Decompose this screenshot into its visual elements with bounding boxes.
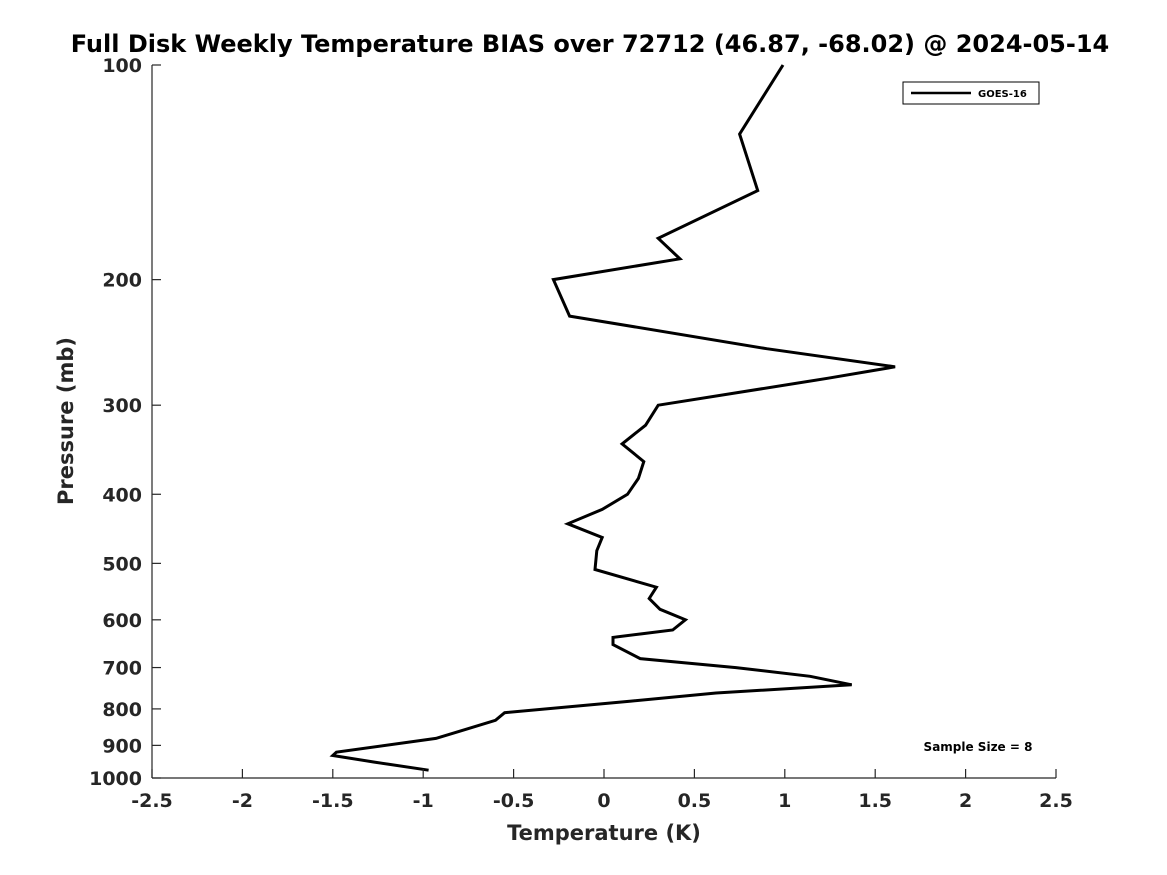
- x-tick-label: -1.5: [312, 790, 354, 812]
- chart-title: Full Disk Weekly Temperature BIAS over 7…: [71, 30, 1110, 58]
- y-tick-label: 700: [102, 658, 142, 680]
- x-tick-label: 0: [597, 790, 610, 812]
- y-tick-label: 800: [102, 699, 142, 721]
- y-axis-label: Pressure (mb): [54, 337, 78, 505]
- x-tick-label: 1: [778, 790, 791, 812]
- y-tick-label: 400: [102, 484, 142, 506]
- x-tick-label: 2: [959, 790, 972, 812]
- legend: GOES-16: [902, 81, 1040, 105]
- x-tick-label: 2.5: [1039, 790, 1073, 812]
- y-ticks: 100 200 300 400 500 600 700 800 900 1000: [89, 55, 161, 790]
- plot-background: [152, 65, 1056, 778]
- x-tick-label: -1: [413, 790, 434, 812]
- x-tick-label: -0.5: [493, 790, 535, 812]
- y-tick-label: 600: [102, 610, 142, 632]
- series-line-goes-16: [329, 64, 896, 772]
- y-tick-label: 1000: [89, 768, 142, 790]
- y-tick-label: 900: [102, 735, 142, 757]
- x-tick-label: 0.5: [678, 790, 712, 812]
- x-tick-label: 1.5: [858, 790, 892, 812]
- x-tick-label: -2: [232, 790, 253, 812]
- y-tick-label: 500: [102, 553, 142, 575]
- x-ticks: -2.5 -2 -1.5 -1 -0.5 0 0.5 1 1.5 2 2.5: [131, 769, 1073, 812]
- y-tick-label: 200: [102, 270, 142, 292]
- y-tick-label: 300: [102, 395, 142, 417]
- series-layer: [329, 64, 896, 772]
- x-axis-label: Temperature (K): [507, 821, 701, 845]
- sample-size-annotation: Sample Size = 8: [924, 740, 1033, 754]
- x-tick-label: -2.5: [131, 790, 173, 812]
- legend-label-goes-16: GOES-16: [978, 89, 1027, 100]
- y-tick-label: 100: [102, 55, 142, 77]
